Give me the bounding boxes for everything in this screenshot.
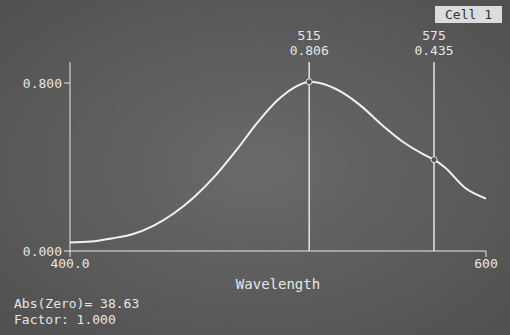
svg-text:400.0: 400.0 <box>50 256 90 272</box>
svg-text:0.806: 0.806 <box>290 43 329 58</box>
html-text:Factor: 1.000: Factor: 1.000 <box>14 312 116 327</box>
svg-text:0.800: 0.800 <box>23 76 62 91</box>
svg-text:0.435: 0.435 <box>414 43 453 58</box>
svg-text:575: 575 <box>422 28 445 43</box>
svg-text:Wavelength: Wavelength <box>236 276 320 292</box>
svg-text:515: 515 <box>297 28 320 43</box>
html-text:Abs(Zero)= 38.63: Abs(Zero)= 38.63 <box>14 296 140 311</box>
svg-text:600: 600 <box>474 256 497 271</box>
html-text:Cell 1: Cell 1 <box>445 7 492 22</box>
svg-text:0.000: 0.000 <box>23 244 62 259</box>
